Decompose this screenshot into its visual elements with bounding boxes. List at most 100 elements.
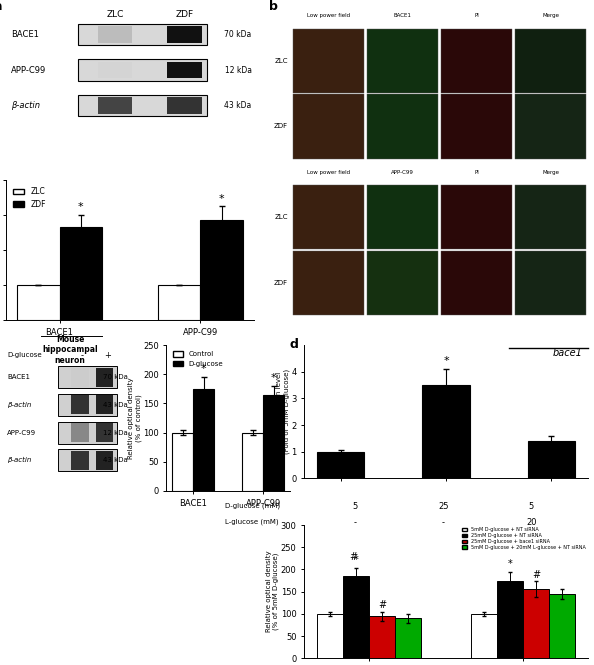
Text: ZLC: ZLC xyxy=(106,11,124,19)
Text: #: # xyxy=(532,570,540,580)
Bar xyxy=(523,589,549,658)
Text: -: - xyxy=(442,518,445,527)
Text: Low power field: Low power field xyxy=(307,13,350,18)
FancyBboxPatch shape xyxy=(367,29,438,93)
FancyBboxPatch shape xyxy=(168,98,202,114)
Text: Low power field: Low power field xyxy=(307,170,350,175)
Text: PI: PI xyxy=(475,170,479,175)
Text: ZDF: ZDF xyxy=(176,11,194,19)
Text: APP-C99: APP-C99 xyxy=(7,430,36,436)
Text: β-actin: β-actin xyxy=(7,458,31,464)
Text: ZDF: ZDF xyxy=(274,124,288,130)
Bar xyxy=(242,432,263,491)
FancyBboxPatch shape xyxy=(293,94,364,159)
FancyBboxPatch shape xyxy=(441,94,512,159)
Bar xyxy=(317,452,365,478)
Text: PI: PI xyxy=(475,13,479,18)
Bar xyxy=(59,227,102,320)
Text: D-glucose (mM): D-glucose (mM) xyxy=(225,502,280,509)
Bar xyxy=(549,594,575,658)
Text: BACE1: BACE1 xyxy=(11,30,39,39)
FancyBboxPatch shape xyxy=(96,451,113,469)
FancyBboxPatch shape xyxy=(516,29,586,93)
FancyBboxPatch shape xyxy=(98,98,132,114)
Text: *: * xyxy=(78,202,84,212)
Text: Merge: Merge xyxy=(542,170,560,175)
Text: L-glucose (mM): L-glucose (mM) xyxy=(225,518,278,525)
FancyBboxPatch shape xyxy=(58,450,117,471)
Text: APP-C99: APP-C99 xyxy=(11,66,46,74)
FancyBboxPatch shape xyxy=(293,251,364,315)
Text: #: # xyxy=(349,552,357,562)
Text: 43 kDa: 43 kDa xyxy=(103,402,128,408)
Text: *: * xyxy=(507,559,512,569)
Bar xyxy=(158,285,201,320)
FancyBboxPatch shape xyxy=(516,251,586,315)
Legend: Control, D-glucose: Control, D-glucose xyxy=(170,348,226,370)
FancyBboxPatch shape xyxy=(441,29,512,93)
Text: 12 kDa: 12 kDa xyxy=(103,430,128,436)
Text: -: - xyxy=(81,350,84,360)
Text: 5: 5 xyxy=(529,502,534,511)
FancyBboxPatch shape xyxy=(71,396,89,414)
FancyBboxPatch shape xyxy=(516,94,586,159)
Text: BACE1: BACE1 xyxy=(394,13,412,18)
Text: Merge: Merge xyxy=(542,13,560,18)
Text: BACE1: BACE1 xyxy=(7,374,30,380)
FancyBboxPatch shape xyxy=(71,451,89,469)
Text: 12 kDa: 12 kDa xyxy=(225,66,252,74)
Text: -: - xyxy=(353,518,357,527)
Text: a: a xyxy=(0,0,2,13)
Text: d: d xyxy=(290,338,299,351)
Text: *: * xyxy=(443,356,449,366)
FancyBboxPatch shape xyxy=(96,396,113,414)
FancyBboxPatch shape xyxy=(367,251,438,315)
FancyBboxPatch shape xyxy=(96,368,113,386)
Bar xyxy=(193,389,214,491)
Text: *: * xyxy=(219,194,225,203)
Text: 43 kDa: 43 kDa xyxy=(225,101,252,110)
Text: 20: 20 xyxy=(526,518,536,527)
FancyBboxPatch shape xyxy=(58,394,117,416)
FancyBboxPatch shape xyxy=(293,186,364,249)
Bar xyxy=(201,221,243,320)
FancyBboxPatch shape xyxy=(367,94,438,159)
FancyBboxPatch shape xyxy=(58,366,117,388)
Text: ZDF: ZDF xyxy=(274,280,288,286)
Bar xyxy=(17,285,59,320)
Text: β-actin: β-actin xyxy=(11,101,40,110)
Text: ZLC: ZLC xyxy=(274,214,288,220)
FancyBboxPatch shape xyxy=(168,62,202,78)
Text: *: * xyxy=(201,364,207,374)
FancyBboxPatch shape xyxy=(98,62,132,78)
FancyBboxPatch shape xyxy=(71,423,89,442)
Bar xyxy=(422,385,470,478)
FancyBboxPatch shape xyxy=(441,186,512,249)
Text: ZLC: ZLC xyxy=(274,58,288,64)
Text: β-actin: β-actin xyxy=(7,402,31,408)
Text: bace1: bace1 xyxy=(552,348,582,358)
Text: 70 kDa: 70 kDa xyxy=(103,374,128,380)
Text: 25: 25 xyxy=(438,502,448,511)
FancyBboxPatch shape xyxy=(98,27,132,43)
FancyBboxPatch shape xyxy=(96,423,113,442)
FancyBboxPatch shape xyxy=(367,186,438,249)
FancyBboxPatch shape xyxy=(58,422,117,444)
FancyBboxPatch shape xyxy=(516,186,586,249)
Text: D-glucose: D-glucose xyxy=(7,352,42,358)
FancyBboxPatch shape xyxy=(441,251,512,315)
Text: #: # xyxy=(378,600,386,610)
Text: b: b xyxy=(268,1,277,13)
Bar xyxy=(263,394,285,491)
Text: APP-C99: APP-C99 xyxy=(391,170,414,175)
FancyBboxPatch shape xyxy=(168,27,202,43)
Bar xyxy=(369,616,396,658)
Text: +: + xyxy=(104,350,110,360)
Y-axis label: mRNA expression level
(Fold of 5mM D-glucose): mRNA expression level (Fold of 5mM D-glu… xyxy=(276,369,290,454)
Y-axis label: Relative optical density
(% of 5mM D-glucose): Relative optical density (% of 5mM D-glu… xyxy=(266,551,279,632)
Text: *: * xyxy=(271,373,277,383)
Bar xyxy=(343,576,369,658)
Bar xyxy=(396,618,422,658)
Bar xyxy=(497,581,523,658)
FancyBboxPatch shape xyxy=(71,368,89,386)
